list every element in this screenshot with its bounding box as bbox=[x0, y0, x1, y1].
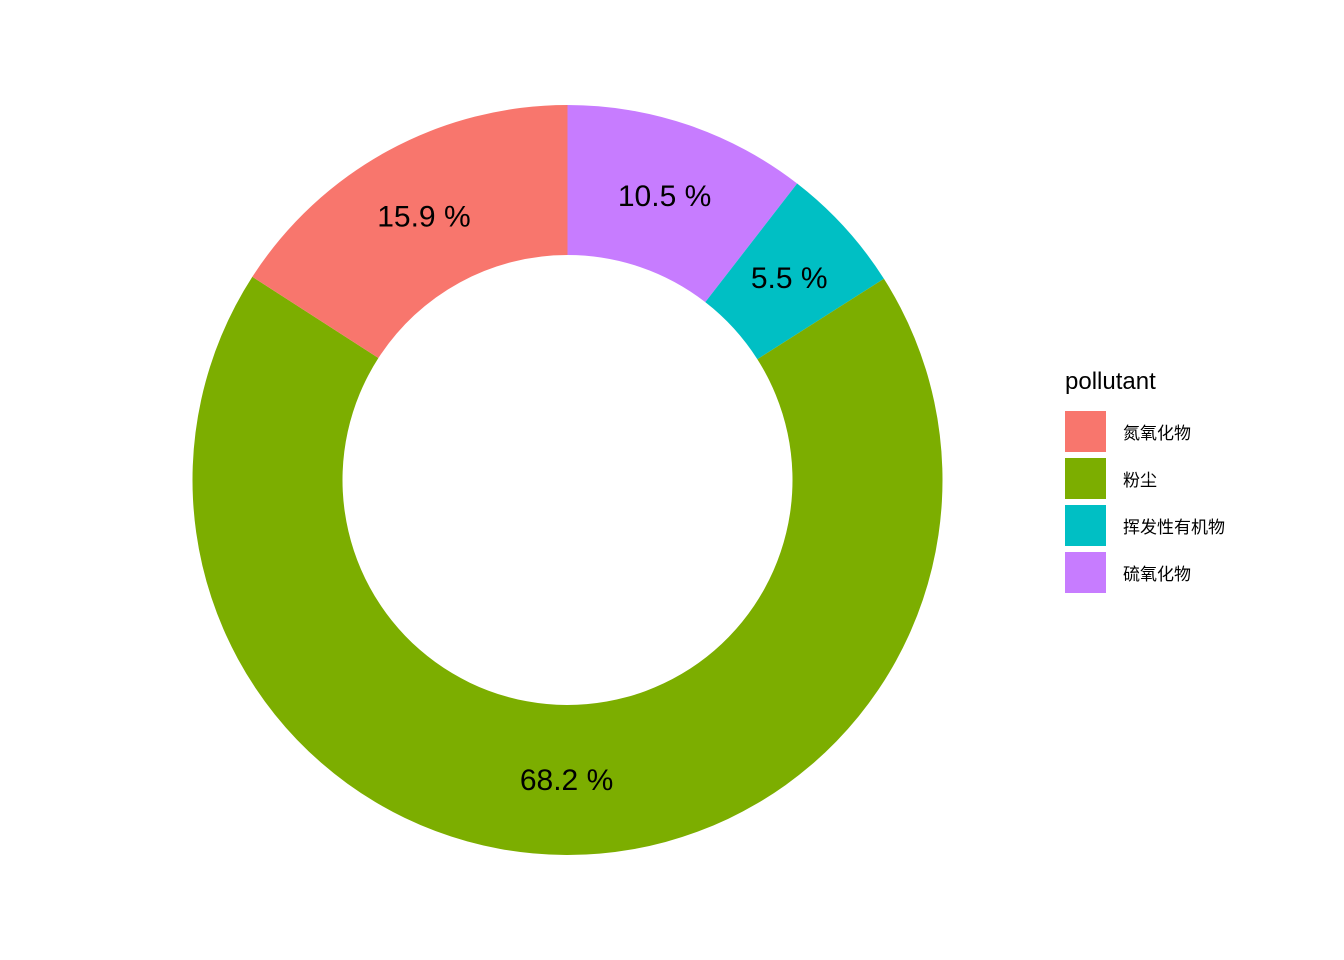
segment-label-volatile-organic-compounds: 5.5 % bbox=[751, 262, 828, 295]
segment-label-nitrogen-oxides: 15.9 % bbox=[377, 201, 470, 234]
legend-swatch-nitrogen-oxides bbox=[1065, 411, 1106, 453]
legend-item-nitrogen-oxides: 氮氧化物 bbox=[1065, 411, 1225, 453]
legend-label-dust: 粉尘 bbox=[1123, 471, 1157, 491]
donut-segment-dust bbox=[192, 276, 943, 855]
donut-segment-nitrogen-oxides bbox=[252, 105, 568, 359]
legend-item-volatile-organic-compounds: 挥发性有机物 bbox=[1065, 505, 1225, 547]
legend-item-sulfur-oxides: 硫氧化物 bbox=[1065, 552, 1225, 594]
segment-label-sulfur-oxides: 10.5 % bbox=[618, 180, 711, 213]
legend-swatch-volatile-organic-compounds bbox=[1065, 505, 1106, 547]
segment-label-dust: 68.2 % bbox=[520, 764, 613, 797]
legend-title: pollutant bbox=[1065, 368, 1156, 395]
legend-label-nitrogen-oxides: 氮氧化物 bbox=[1123, 424, 1191, 444]
legend-items: 氮氧化物粉尘挥发性有机物 硫氧化物 bbox=[1065, 411, 1225, 594]
legend-label-sulfur-oxides: 硫氧化物 bbox=[1123, 565, 1191, 585]
legend-swatch-dust bbox=[1065, 458, 1106, 500]
donut-segment-sulfur-oxides bbox=[567, 105, 798, 303]
donut-segment-volatile-organic-compounds bbox=[705, 183, 884, 360]
legend: pollutant 氮氧化物粉尘挥发性有机物 硫氧化物 bbox=[1065, 368, 1225, 599]
legend-item-dust: 粉尘 bbox=[1065, 458, 1225, 500]
legend-swatch-sulfur-oxides bbox=[1065, 552, 1106, 594]
legend-label-volatile-organic-compounds: 挥发性有机物 bbox=[1123, 518, 1225, 538]
